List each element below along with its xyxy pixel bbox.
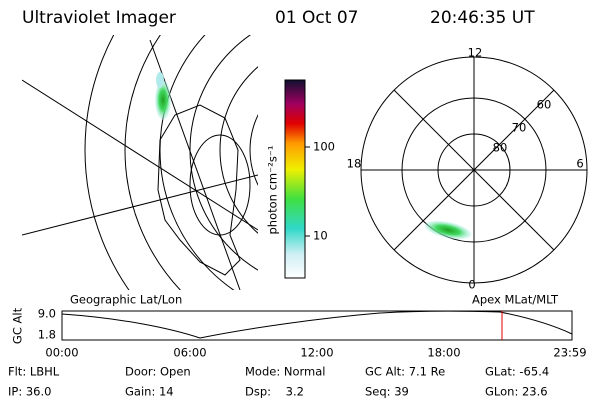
lat-label: 60: [537, 98, 552, 112]
orbit-curve: [61, 310, 573, 339]
orbit-y-tick: 1.8: [38, 328, 56, 342]
geo-map: [22, 35, 258, 290]
date: 01 Oct 07: [275, 8, 358, 28]
info-field: GLat: -65.4: [485, 365, 549, 379]
mlt-label: 6: [576, 157, 583, 171]
orbit-x-tick: 12:00: [300, 346, 333, 360]
info-field: Flt: LBHL: [8, 365, 60, 379]
orbit-x-tick: 06:00: [173, 346, 206, 360]
orbit-right-title: Apex MLat/MLT: [472, 293, 559, 307]
info-field: GLon: 23.6: [485, 385, 548, 399]
info-panel: Flt: LBHL Door: Open Mode: Normal GC Alt: 7…: [8, 365, 549, 399]
polar-map: [360, 56, 588, 284]
colorbar-label: photon cm⁻²s⁻¹: [266, 146, 280, 235]
orbit-x-tick: 00:00: [45, 346, 78, 360]
time: 20:46:35 UT: [430, 8, 535, 28]
lat-label: 70: [512, 121, 527, 135]
info-field: Dsp: 3.2: [245, 385, 304, 399]
info-field: IP: 36.0: [8, 385, 51, 399]
orbit-x-tick: 23:59: [553, 346, 586, 360]
info-field: Gain: 14: [125, 385, 174, 399]
orbit-frame: [61, 310, 573, 341]
mlt-label: 18: [347, 157, 362, 171]
mlt-label: 12: [468, 46, 483, 60]
colorbar-tick-label: 10: [313, 229, 328, 243]
title: Ultraviolet Imager: [22, 8, 176, 28]
orbit-y-tick: 9.0: [38, 307, 56, 321]
orbit-x-tick: 18:00: [427, 346, 460, 360]
colorbar-tick-label: 100: [313, 140, 335, 154]
info-field: GC Alt: 7.1 Re: [365, 365, 445, 379]
info-field: Seq: 39: [365, 385, 409, 399]
info-field: Mode: Normal: [245, 365, 325, 379]
lat-label: 80: [493, 141, 508, 155]
colorbar: [284, 79, 306, 279]
orbit-y-label: GC Alt: [11, 307, 25, 344]
orbit-left-title: Geographic Lat/Lon: [70, 293, 182, 307]
info-field: Door: Open: [125, 365, 191, 379]
mlt-label: 0: [468, 278, 475, 292]
